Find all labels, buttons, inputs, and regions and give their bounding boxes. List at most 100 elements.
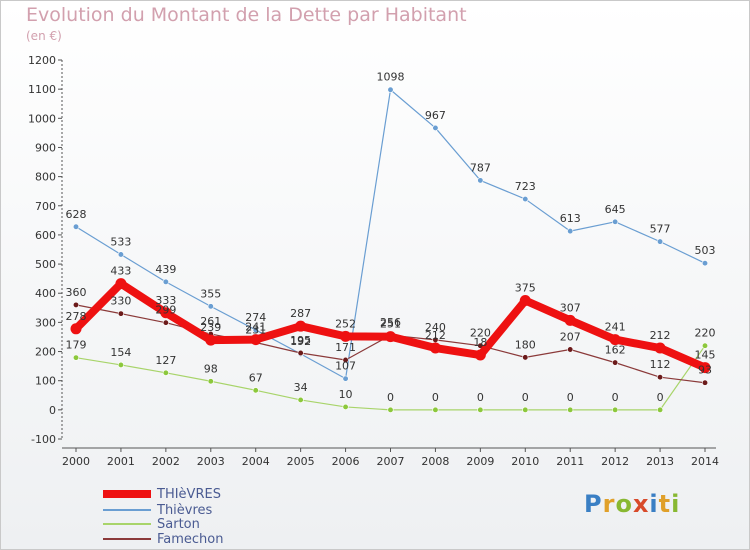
data-point xyxy=(429,342,441,354)
logo-letter: i xyxy=(671,490,681,518)
data-label: 252 xyxy=(335,317,356,330)
data-label: 207 xyxy=(560,330,581,343)
data-label: 375 xyxy=(515,282,536,295)
data-point xyxy=(70,323,82,335)
data-point xyxy=(162,369,169,376)
data-label: 220 xyxy=(695,327,716,340)
data-point xyxy=(474,349,486,361)
data-point xyxy=(207,303,214,310)
data-label: 0 xyxy=(522,391,529,404)
data-point xyxy=(612,406,619,413)
legend-label: Famechon xyxy=(157,531,224,547)
legend-label: Sarton xyxy=(157,516,200,532)
data-label: 241 xyxy=(245,321,266,334)
x-tick-label: 2000 xyxy=(62,455,90,468)
logo-letter: t xyxy=(658,490,672,518)
y-tick-label: 1200 xyxy=(28,54,56,67)
data-labels: 6285334393552741921071098967787723613645… xyxy=(66,71,716,404)
x-tick-label: 2010 xyxy=(511,455,539,468)
data-point xyxy=(567,228,574,235)
y-tick-label: 400 xyxy=(35,287,56,300)
data-label: 179 xyxy=(66,339,87,352)
logo-letter: o xyxy=(615,490,633,518)
data-point xyxy=(252,387,259,394)
data-point xyxy=(297,396,304,403)
data-label: 0 xyxy=(612,391,619,404)
logo-letter: r xyxy=(602,490,616,518)
data-point xyxy=(387,406,394,413)
data-label: 251 xyxy=(380,318,401,331)
data-label: 274 xyxy=(245,311,266,324)
data-point xyxy=(160,307,172,319)
data-point xyxy=(115,278,127,290)
data-label: 0 xyxy=(477,391,484,404)
data-label: 0 xyxy=(432,391,439,404)
data-label: 256 xyxy=(380,316,401,329)
data-label: 240 xyxy=(425,321,446,334)
x-tick-label: 2001 xyxy=(107,455,135,468)
data-point xyxy=(117,310,124,317)
data-point xyxy=(250,334,262,346)
y-tick-label: 900 xyxy=(35,141,56,154)
y-tick-label: 200 xyxy=(35,346,56,359)
data-label: 98 xyxy=(204,362,218,375)
data-label: 107 xyxy=(335,360,356,373)
data-label: 278 xyxy=(66,310,87,323)
legend-swatch xyxy=(103,523,151,525)
y-tick-label: 100 xyxy=(35,375,56,388)
x-tick-label: 2004 xyxy=(242,455,270,468)
data-point xyxy=(657,374,664,381)
data-label: 645 xyxy=(605,203,626,216)
data-label: 628 xyxy=(66,208,87,221)
data-point xyxy=(522,196,529,203)
data-point xyxy=(701,260,709,267)
data-point xyxy=(657,238,664,245)
data-label: 212 xyxy=(425,329,446,342)
data-point xyxy=(72,223,80,230)
logo-letter: x xyxy=(632,490,650,518)
data-label: 241 xyxy=(605,321,626,334)
data-label: 577 xyxy=(650,223,671,236)
data-point xyxy=(657,406,664,413)
data-label: 231 xyxy=(245,324,266,337)
chart-title: Evolution du Montant de la Dette par Hab… xyxy=(26,4,467,26)
data-point xyxy=(297,349,304,357)
data-point xyxy=(612,218,619,225)
data-label: 360 xyxy=(66,286,87,299)
y-tick-label: 800 xyxy=(35,171,56,184)
x-tick-label: 2007 xyxy=(377,455,405,468)
data-label: 287 xyxy=(290,307,311,320)
data-label: 154 xyxy=(110,346,131,359)
x-tick-label: 2008 xyxy=(421,455,449,468)
x-tick-label: 2013 xyxy=(646,455,674,468)
data-label: 192 xyxy=(290,335,311,348)
data-point xyxy=(701,342,709,349)
data-point xyxy=(567,346,574,353)
data-point xyxy=(340,330,352,342)
legend-item-thievres-main: THIèVRES xyxy=(103,486,221,502)
legend-swatch xyxy=(103,490,151,498)
x-tick-label: 2011 xyxy=(556,455,584,468)
data-point xyxy=(609,334,621,346)
data-point xyxy=(699,362,711,374)
x-tick-label: 2009 xyxy=(466,455,494,468)
x-tick-label: 2012 xyxy=(601,455,629,468)
data-point xyxy=(612,359,619,366)
x-tick-label: 2003 xyxy=(197,455,225,468)
data-label: 162 xyxy=(605,344,626,357)
y-tick-label: 1000 xyxy=(28,112,56,125)
legend-item-thievres: Thièvres xyxy=(103,502,212,518)
chart-unit: (en €) xyxy=(26,29,62,43)
data-point xyxy=(295,320,307,332)
data-point xyxy=(72,354,80,361)
proxiti-logo: Proxiti xyxy=(584,490,680,518)
data-point xyxy=(477,406,484,413)
y-tick-label: 500 xyxy=(35,258,56,271)
data-label: 18 xyxy=(473,336,487,349)
data-label: 145 xyxy=(695,349,716,362)
data-label: 355 xyxy=(200,287,221,300)
data-label: 439 xyxy=(155,263,176,276)
y-tick-label: 300 xyxy=(35,316,56,329)
data-point xyxy=(477,177,484,184)
